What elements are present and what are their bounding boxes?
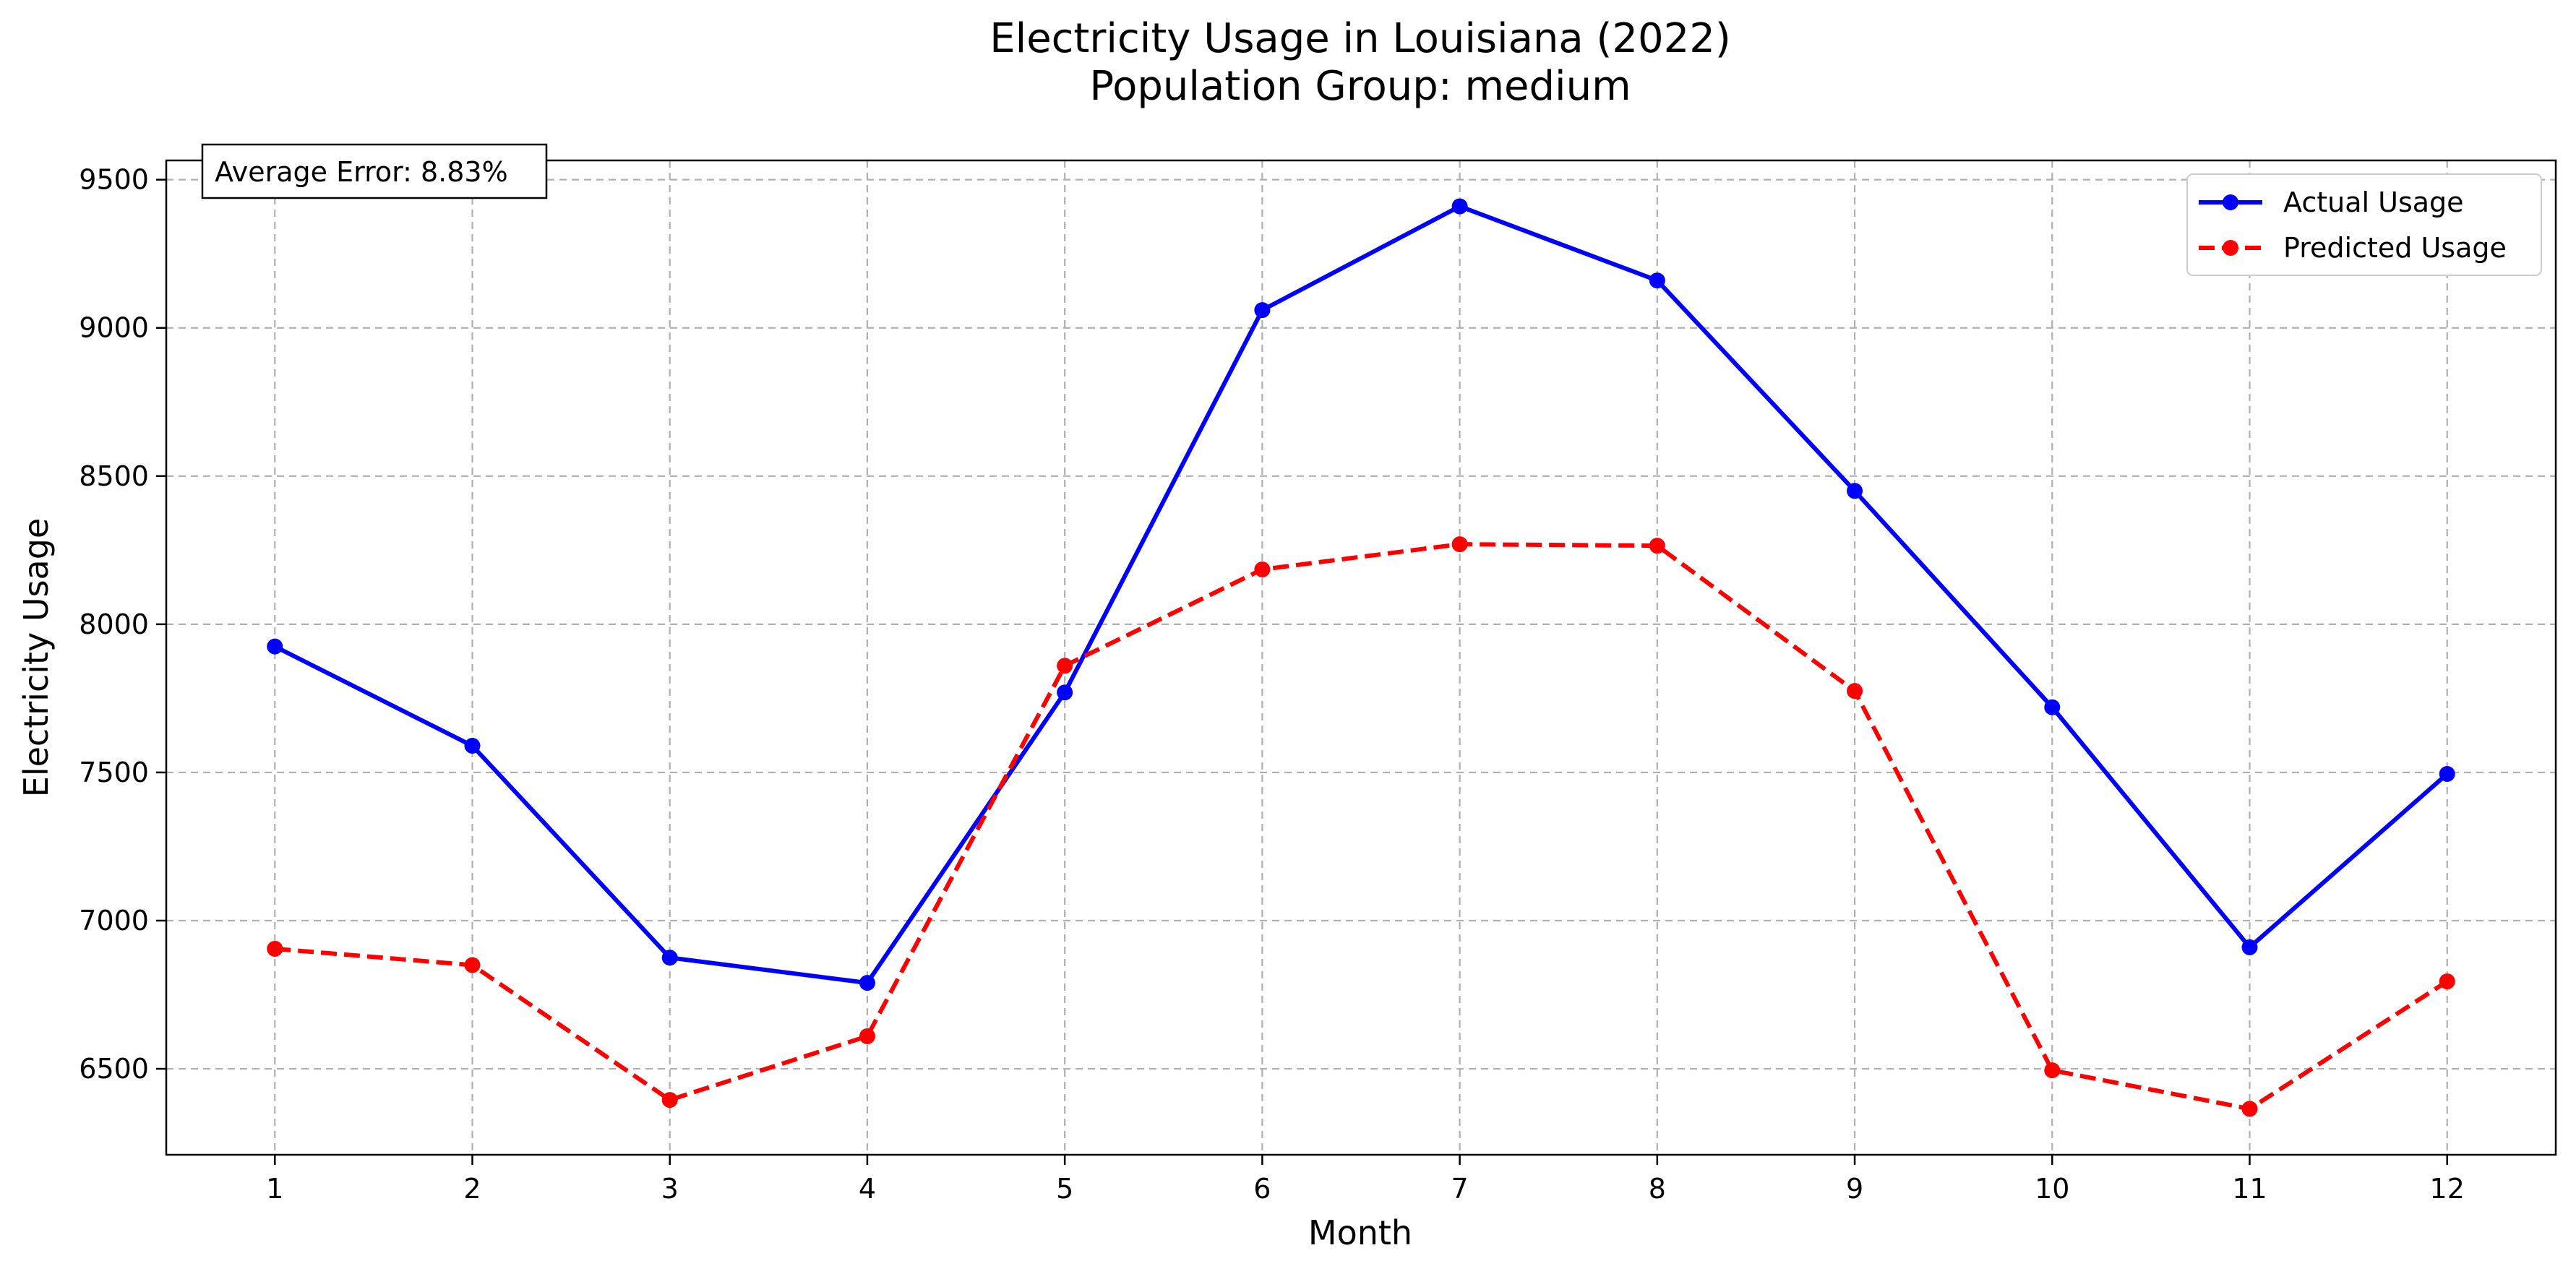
data-point-predicted: [2439, 973, 2455, 990]
x-tick-label: 12: [2430, 1173, 2465, 1205]
legend-box: [2186, 173, 2542, 276]
legend-marker: [2223, 240, 2238, 256]
data-point-predicted: [1649, 538, 1665, 554]
data-point-actual: [464, 738, 481, 754]
x-tick-label: 2: [463, 1173, 481, 1205]
data-point-predicted: [2044, 1062, 2061, 1079]
error-annotation: Average Error: 8.83%: [201, 143, 548, 199]
annotation-box: [201, 143, 548, 199]
grid-lines: [166, 160, 2556, 1155]
x-tick-label: 1: [266, 1173, 283, 1205]
legend-marker: [2223, 194, 2238, 210]
y-axis-label: Electricity Usage: [17, 518, 56, 797]
x-tick-label: 8: [1649, 1173, 1666, 1205]
data-point-actual: [661, 950, 678, 966]
chart-title: Electricity Usage in Louisiana (2022): [989, 15, 1731, 62]
data-point-predicted: [1451, 536, 1468, 553]
annotation-text: Average Error: 8.83%: [215, 156, 508, 188]
x-tick-label: 3: [661, 1173, 679, 1205]
series-layer: [267, 198, 2455, 1117]
x-tick-label: 9: [1846, 1173, 1863, 1205]
series-line-actual: [272, 204, 2450, 986]
x-tick-label: 5: [1056, 1173, 1073, 1205]
x-tick-label: 11: [2232, 1173, 2267, 1205]
data-point-actual: [1057, 684, 1073, 701]
data-point-predicted: [267, 940, 283, 957]
y-tick-label: 7000: [79, 905, 149, 937]
legend-label-predicted: Predicted Usage: [2283, 232, 2507, 264]
data-point-predicted: [1847, 683, 1863, 700]
data-point-actual: [1254, 302, 1271, 319]
data-point-actual: [1451, 198, 1468, 215]
x-axis-ticks: 1 2 3 4 5 6 7 8 9 10 11 12: [266, 1155, 2465, 1205]
y-tick-label: 9000: [79, 312, 149, 344]
data-point-actual: [2241, 939, 2258, 955]
series-line-predicted: [275, 542, 2449, 1111]
x-axis-label: Month: [1308, 1213, 1412, 1252]
data-point-predicted: [1057, 658, 1073, 674]
data-point-actual: [859, 975, 875, 991]
data-point-predicted: [1254, 561, 1271, 577]
legend-label-actual: Actual Usage: [2283, 186, 2464, 218]
x-tick-label: 4: [859, 1173, 876, 1205]
x-tick-label: 6: [1253, 1173, 1271, 1205]
data-point-actual: [2439, 765, 2455, 782]
y-axis-ticks: 6500 7000 7500 8000 8500 9000 9500: [79, 164, 166, 1085]
data-point-actual: [267, 638, 283, 655]
data-point-predicted: [2241, 1101, 2258, 1117]
x-tick-label: 7: [1451, 1173, 1469, 1205]
x-tick-label: 10: [2035, 1173, 2069, 1205]
data-point-actual: [1649, 272, 1665, 289]
y-tick-label: 8000: [79, 608, 149, 640]
y-tick-label: 9500: [79, 164, 149, 196]
data-point-actual: [1847, 483, 1863, 499]
data-point-predicted: [859, 1028, 875, 1044]
legend: Actual Usage Predicted Usage: [2186, 173, 2542, 276]
y-tick-label: 6500: [79, 1053, 149, 1085]
y-tick-label: 8500: [79, 460, 149, 492]
y-tick-label: 7500: [79, 757, 149, 788]
data-point-actual: [2044, 699, 2061, 715]
chart-subtitle: Population Group: medium: [1089, 63, 1631, 110]
data-point-predicted: [661, 1092, 678, 1109]
data-point-predicted: [464, 957, 481, 973]
plot-frame: [165, 159, 2557, 1156]
